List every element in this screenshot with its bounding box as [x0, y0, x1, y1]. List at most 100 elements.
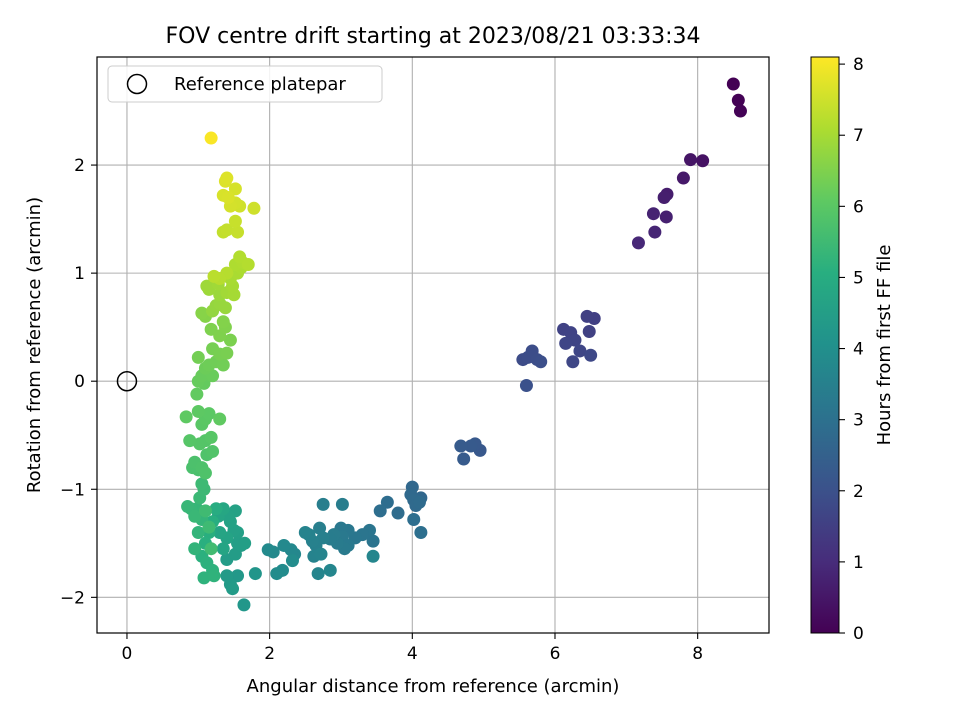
data-point [731, 93, 745, 107]
data-point [226, 582, 240, 596]
data-point [314, 547, 328, 561]
colorbar-tick-label: 6 [853, 197, 864, 217]
data-point [534, 355, 548, 369]
x-tick-label: 2 [264, 644, 275, 664]
data-point [220, 569, 234, 583]
data-point [218, 301, 232, 315]
data-point [231, 225, 245, 239]
data-point [580, 309, 594, 323]
data-point [202, 407, 216, 421]
colorbar-tick-label: 3 [853, 411, 864, 431]
data-point [733, 104, 747, 118]
data-point [220, 171, 234, 185]
data-point [464, 439, 478, 453]
data-point [206, 444, 220, 458]
chart-title: FOV centre drift starting at 2023/08/21 … [166, 24, 701, 49]
data-point [726, 77, 740, 91]
data-point [193, 437, 207, 451]
data-point [228, 182, 242, 196]
data-point [241, 257, 255, 271]
y-tick-label: −2 [60, 588, 85, 608]
data-point [204, 430, 218, 444]
data-point [582, 324, 596, 338]
data-point [684, 153, 698, 167]
data-point [454, 439, 468, 453]
data-point [213, 525, 227, 539]
data-point [231, 569, 245, 583]
data-point [657, 190, 671, 204]
data-point [221, 190, 235, 204]
y-axis-label: Rotation from reference (arcmin) [24, 197, 45, 493]
data-point [584, 348, 598, 362]
data-point [198, 504, 212, 518]
data-point [216, 315, 230, 329]
colorbar [810, 56, 840, 634]
x-axis-ticks: 0 2 4 6 8 [122, 633, 703, 664]
data-point [285, 554, 299, 568]
data-point [191, 350, 205, 364]
data-point [696, 154, 710, 168]
reference-platepar-marker [116, 370, 138, 392]
y-tick-label: −1 [60, 480, 85, 500]
data-point [298, 525, 312, 539]
data-point [202, 520, 216, 534]
data-point [631, 236, 645, 250]
data-point [366, 534, 380, 548]
data-point [391, 506, 405, 520]
data-point [198, 466, 212, 480]
data-point [207, 569, 221, 583]
y-tick-label: 0 [74, 372, 85, 392]
data-point [573, 344, 587, 358]
data-point [412, 495, 426, 509]
data-point [323, 563, 337, 577]
data-point [223, 333, 237, 347]
data-point [277, 538, 291, 552]
x-tick-label: 4 [407, 644, 418, 664]
x-axis-label: Angular distance from reference (arcmin) [247, 676, 620, 697]
data-point [335, 497, 349, 511]
data-point [188, 509, 202, 523]
data-point [659, 210, 673, 224]
data-point [676, 171, 690, 185]
data-point [220, 223, 234, 237]
data-point [190, 387, 204, 401]
data-point [261, 543, 275, 557]
data-point [181, 500, 195, 514]
data-point [200, 279, 214, 293]
x-tick-label: 6 [550, 644, 561, 664]
colorbar-tick-label: 5 [853, 268, 864, 288]
reference-marker [116, 370, 138, 392]
data-point [213, 412, 227, 426]
y-tick-label: 1 [74, 264, 85, 284]
data-point [197, 571, 211, 585]
data-point [248, 567, 262, 581]
data-point [311, 567, 325, 581]
data-point [188, 542, 202, 556]
data-point [195, 477, 209, 491]
legend-reference-marker [126, 73, 148, 95]
data-point [191, 525, 205, 539]
data-point [457, 452, 471, 466]
plot-frame [96, 56, 770, 634]
legend-box [107, 65, 383, 103]
data-point [407, 513, 421, 527]
data-point [566, 355, 580, 369]
data-point [216, 542, 230, 556]
data-point [380, 495, 394, 509]
colorbar-tick-label: 8 [853, 55, 864, 75]
data-point [559, 336, 573, 350]
data-point [228, 214, 242, 228]
data-point [195, 306, 209, 320]
data-point [237, 598, 251, 612]
legend: Reference platepar [107, 65, 383, 103]
colorbar-tick-label: 0 [853, 624, 864, 644]
colorbar-tick-label: 4 [853, 340, 864, 360]
colorbar-label: Hours from first FF file [874, 245, 895, 446]
x-tick-label: 0 [122, 644, 133, 664]
data-point [183, 434, 197, 448]
data-point [316, 497, 330, 511]
data-point [204, 131, 218, 145]
data-point [238, 536, 252, 550]
data-point [179, 410, 193, 424]
